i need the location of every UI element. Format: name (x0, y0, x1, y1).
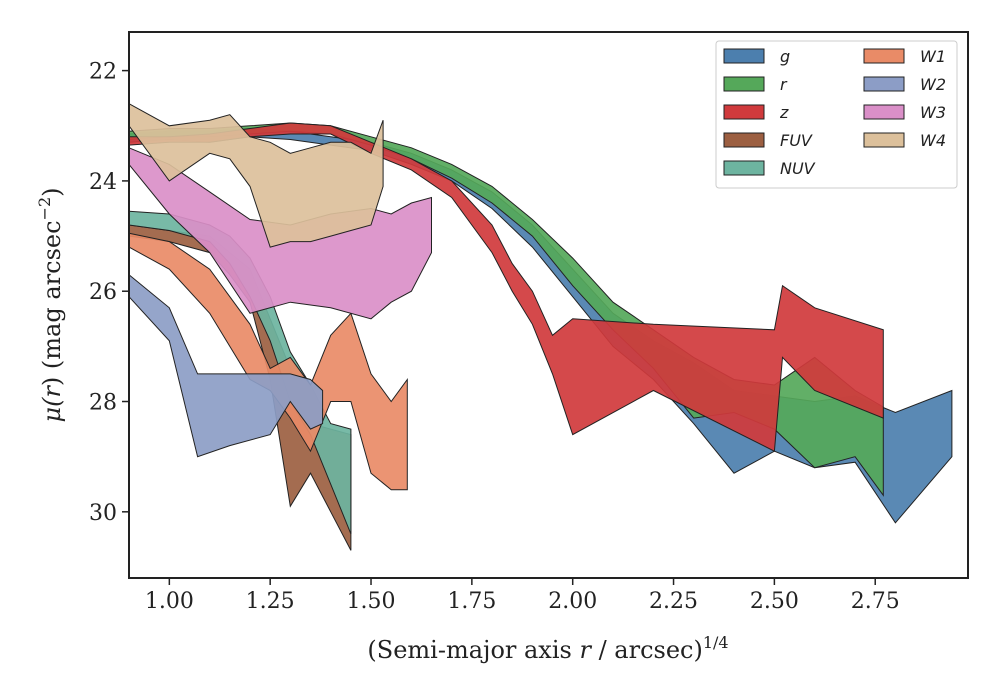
legend-swatch-w4 (863, 132, 905, 148)
x-tick-label: 2.75 (851, 589, 900, 614)
y-axis-label: μ(r) (mag arcsec−2) (35, 187, 66, 422)
legend-swatch-w2 (863, 76, 905, 92)
legend-label-z: z (779, 103, 789, 122)
band-w4 (128, 102, 384, 248)
legend-swatch-w1 (863, 48, 905, 64)
x-axis-label: (Semi-major axis r / arcsec)1/4 (367, 633, 728, 664)
legend-swatch-fuv (723, 132, 765, 148)
x-tick-label: 1.00 (145, 589, 194, 614)
legend: grz FUV NUV W1 W2 W3 W4 (715, 40, 958, 189)
band-w2 (128, 273, 324, 458)
x-tick-label: 2.25 (649, 589, 698, 614)
legend-label-g: g (780, 47, 790, 66)
legend-label-w4: W4 (920, 131, 946, 150)
x-axis-ticks: 1.00 1.25 1.50 1.75 2.00 2.25 2.50 2.75 (145, 578, 900, 614)
y-tick-label: 22 (89, 60, 117, 85)
y-tick-label: 26 (89, 280, 117, 305)
legend-swatch-z (723, 104, 765, 120)
y-axis-ticks: 22 24 26 28 30 (89, 60, 129, 526)
y-tick-label: 28 (89, 391, 117, 416)
x-tick-label: 1.25 (246, 589, 295, 614)
x-tick-label: 2.00 (548, 589, 597, 614)
legend-label-r: r (780, 75, 788, 94)
y-tick-label: 30 (89, 501, 117, 526)
legend-label-w3: W3 (920, 103, 946, 122)
x-tick-label: 1.50 (347, 589, 396, 614)
band-z (128, 122, 884, 452)
legend-label-fuv: FUV (780, 131, 813, 150)
legend-swatch-w3 (863, 104, 905, 120)
legend-label-nuv: NUV (780, 159, 816, 178)
x-tick-label: 2.50 (750, 589, 799, 614)
plot-frame (128, 31, 969, 579)
legend-label-w2: W2 (920, 75, 946, 94)
legend-swatch-g (723, 48, 765, 64)
profile-bands (128, 102, 953, 551)
y-tick-label: 24 (89, 170, 117, 195)
legend-label-w1: W1 (920, 47, 946, 66)
legend-swatch-r (723, 76, 765, 92)
x-tick-label: 1.75 (447, 589, 496, 614)
legend-swatch-nuv (723, 160, 765, 176)
